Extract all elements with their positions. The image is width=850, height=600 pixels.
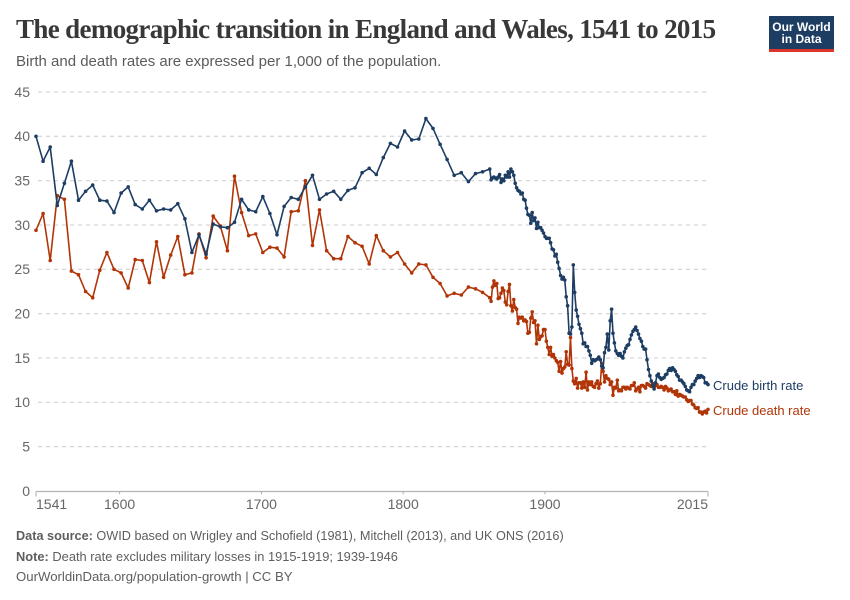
- svg-text:1800: 1800: [388, 496, 419, 512]
- svg-text:1900: 1900: [529, 496, 560, 512]
- svg-text:5: 5: [22, 439, 30, 455]
- svg-text:0: 0: [22, 483, 30, 499]
- svg-text:45: 45: [14, 84, 30, 100]
- svg-text:Crude birth rate: Crude birth rate: [713, 378, 803, 393]
- svg-text:1600: 1600: [104, 496, 135, 512]
- svg-text:25: 25: [14, 261, 30, 277]
- svg-text:40: 40: [14, 128, 30, 144]
- svg-text:35: 35: [14, 173, 30, 189]
- svg-text:10: 10: [14, 394, 30, 410]
- svg-text:1700: 1700: [246, 496, 277, 512]
- svg-text:20: 20: [14, 306, 30, 322]
- svg-text:30: 30: [14, 217, 30, 233]
- svg-text:15: 15: [14, 350, 30, 366]
- svg-text:1541: 1541: [36, 496, 67, 512]
- svg-text:Crude death rate: Crude death rate: [713, 403, 811, 418]
- svg-text:2015: 2015: [677, 496, 708, 512]
